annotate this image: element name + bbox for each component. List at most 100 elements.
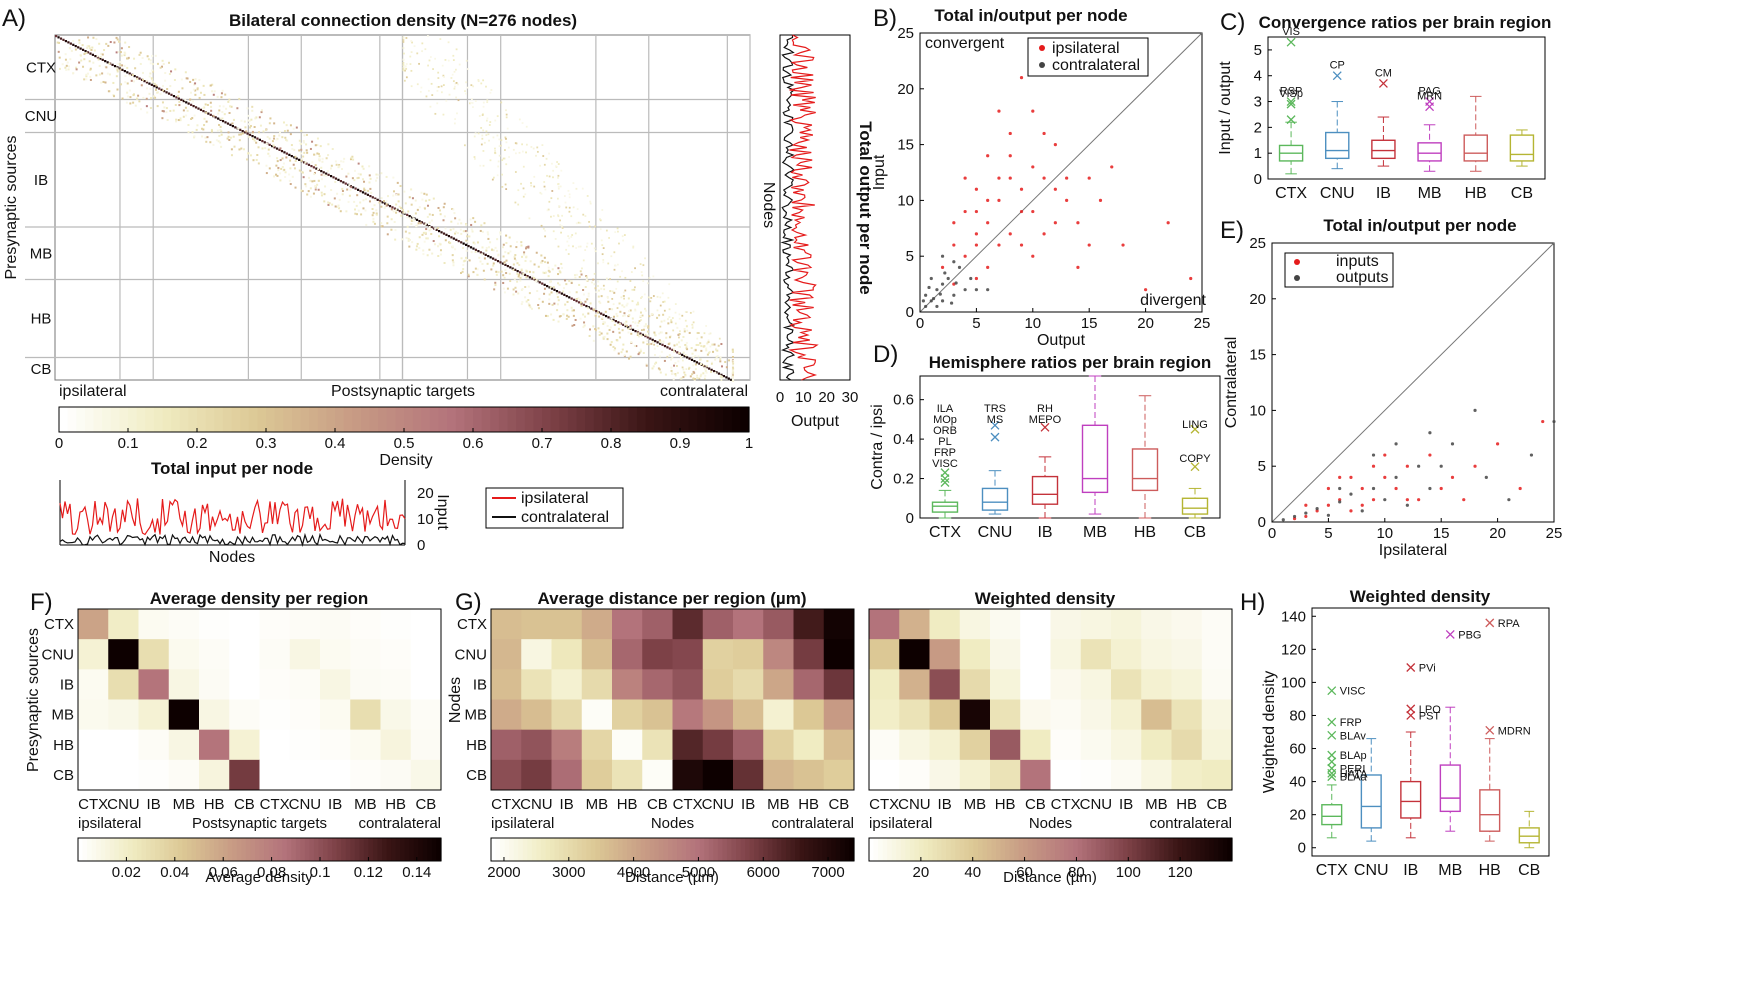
chart-a-cell [501,173,504,176]
chart-g1-cell [642,759,673,791]
chart-a-cell [678,336,680,339]
chart-a-cell [152,95,155,98]
chart-a-cell [631,300,634,303]
chart-a-cell [623,323,626,326]
chart-h-outlier [1485,618,1495,628]
chart-a-colorbar-segment [524,407,534,432]
chart-a-cell [529,306,532,309]
chart-a-cell [637,303,640,306]
chart-a-cell [486,101,489,104]
chart-a-cell [454,232,457,235]
chart-a-cell [479,260,482,263]
chart-a-cell [130,79,133,82]
chart-f-cell [410,669,442,700]
chart-a-cell [593,283,596,286]
chart-e-xtick-label: 10 [1376,525,1393,542]
chart-a-cell [583,324,586,327]
chart-a-cell [634,286,636,289]
chart-a-cell [665,336,668,339]
chart-a-cell [642,264,645,267]
chart-a-cell [494,284,497,287]
chart-a-diagonal-cell [425,223,428,226]
chart-f-colorbar-segment [304,838,311,861]
chart-a-cell [276,174,279,177]
chart-a-cell [382,200,385,203]
chart-g2-colorbar-segment [1073,838,1079,861]
chart-a-cell [597,289,600,292]
chart-a-cell [442,219,445,222]
chart-a-cell [664,373,667,376]
chart-a-cell [85,75,88,78]
chart-a-cell [154,96,157,99]
chart-a-cell [314,153,317,156]
chart-a-diagonal-cell [248,133,252,136]
chart-a-cell [608,308,611,311]
chart-a-cell [524,285,527,288]
chart-a-cell [633,288,636,291]
chart-a-cell [351,155,354,158]
chart-a-cell [333,197,336,200]
chart-a-cell [309,147,312,150]
chart-a-cell [708,333,711,335]
chart-a-cell [442,84,445,86]
chart-f-colorbar-frame [77,837,442,862]
chart-a-cell [177,90,180,93]
chart-a-cell [318,159,321,162]
chart-a-cell [430,232,433,235]
chart-a-cell [512,288,515,291]
chart-a-cell [548,293,551,296]
chart-a-cell [624,289,627,292]
chart-a-cell [439,38,442,40]
chart-a-diagonal-cell [546,285,549,288]
chart-a-cell [309,187,312,190]
chart-a-cell [582,326,585,329]
chart-e-point-b [1405,503,1409,507]
chart-a-colorbar-tick-label: 0.3 [256,435,277,452]
chart-a-diagonal-cell [226,122,230,125]
chart-a-cell [671,356,674,359]
chart-b-point-b [929,299,933,303]
chart-g1-col-label: IB [741,796,755,813]
chart-a-cell [650,313,653,316]
chart-a-cell [536,146,539,149]
chart-b-xlabel: Output [1037,332,1086,349]
chart-a-diagonal-cell [455,238,458,241]
chart-g1-cell [581,639,613,670]
chart-g2-col-label: CTX [869,796,899,813]
chart-a-cell [196,88,199,91]
chart-a-cell [457,83,459,86]
chart-a-cell [136,77,139,80]
chart-a-bottom-tick: 0 [417,537,425,554]
chart-a-cell [212,114,215,117]
chart-a-cell [644,257,646,260]
chart-d-ytick-label: 0.4 [893,431,914,448]
chart-g2-cell [1020,669,1051,700]
chart-f-cell [289,699,321,731]
chart-d-outlier-label: VISC [932,458,958,470]
chart-a-cell [324,185,327,188]
chart-a-cell [466,258,469,261]
chart-g1-cell [702,639,734,670]
chart-a-cell [601,316,604,319]
chart-a-cell [674,374,677,377]
chart-g2-colorbar-tick-label: 80 [1068,864,1085,881]
chart-a-cell [108,73,111,76]
chart-a-cell [667,343,670,346]
chart-a-cell [381,225,384,228]
chart-a-cell [671,317,674,319]
chart-a-diagonal-cell [170,93,173,96]
chart-a-cell [196,87,199,90]
chart-a-cell [692,321,695,324]
chart-a-cell [602,284,605,287]
chart-a-cell [410,219,413,222]
chart-a-cell [644,309,647,312]
chart-e-point-b [1507,498,1511,502]
chart-b-annotation-divergent: divergent [1140,292,1206,309]
chart-h-outlier-label: BLAa [1340,772,1368,784]
chart-a-cell [191,131,194,134]
chart-a-colorbar-segment [274,407,284,432]
chart-a-cell [554,238,557,240]
chart-a-cell [660,331,663,334]
chart-a-cell [311,140,314,143]
chart-a-cell [557,174,560,177]
